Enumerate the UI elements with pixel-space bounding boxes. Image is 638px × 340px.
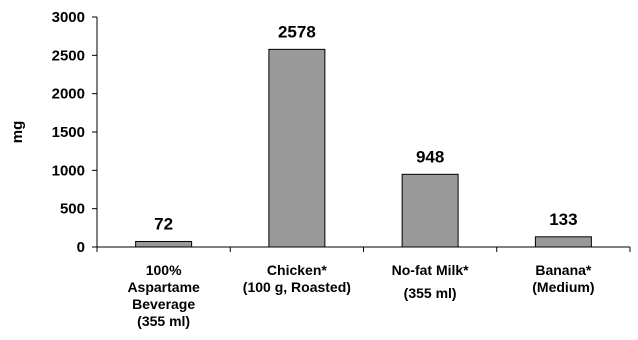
y-tick-label: 1500 <box>52 124 85 141</box>
category-labels: 100% Aspartame Beverage (355 ml) Chicken* (10… <box>127 262 594 329</box>
bars <box>135 48 592 248</box>
data-labels: 72 2578 948 133 <box>154 22 577 233</box>
y-tick-label: 3000 <box>52 9 85 26</box>
bar-value-label: 2578 <box>278 22 316 41</box>
bar <box>534 236 592 248</box>
y-tick-label: 500 <box>60 201 85 218</box>
bar <box>268 48 326 248</box>
x-category-label: Banana* (Medium) <box>532 262 594 295</box>
bar <box>401 173 459 248</box>
bar-value-label: 133 <box>549 210 577 229</box>
y-tick-label: 2500 <box>52 47 85 64</box>
bar <box>135 240 193 248</box>
bar-value-label: 72 <box>154 214 173 233</box>
y-tick-label: 0 <box>77 239 85 256</box>
bar-value-label: 948 <box>416 147 444 166</box>
y-tick-label: 2000 <box>52 86 85 103</box>
y-axis-title: mg <box>9 121 26 144</box>
x-category-label: Chicken* (100 g, Roasted) <box>243 262 351 295</box>
y-axis-ticks: 0 500 1000 1500 2000 2500 3000 <box>52 9 631 256</box>
y-tick-label: 1000 <box>52 162 85 179</box>
x-category-label: 100% Aspartame Beverage (355 ml) <box>127 262 200 329</box>
x-category-label: No-fat Milk* (355 ml) <box>392 262 470 301</box>
